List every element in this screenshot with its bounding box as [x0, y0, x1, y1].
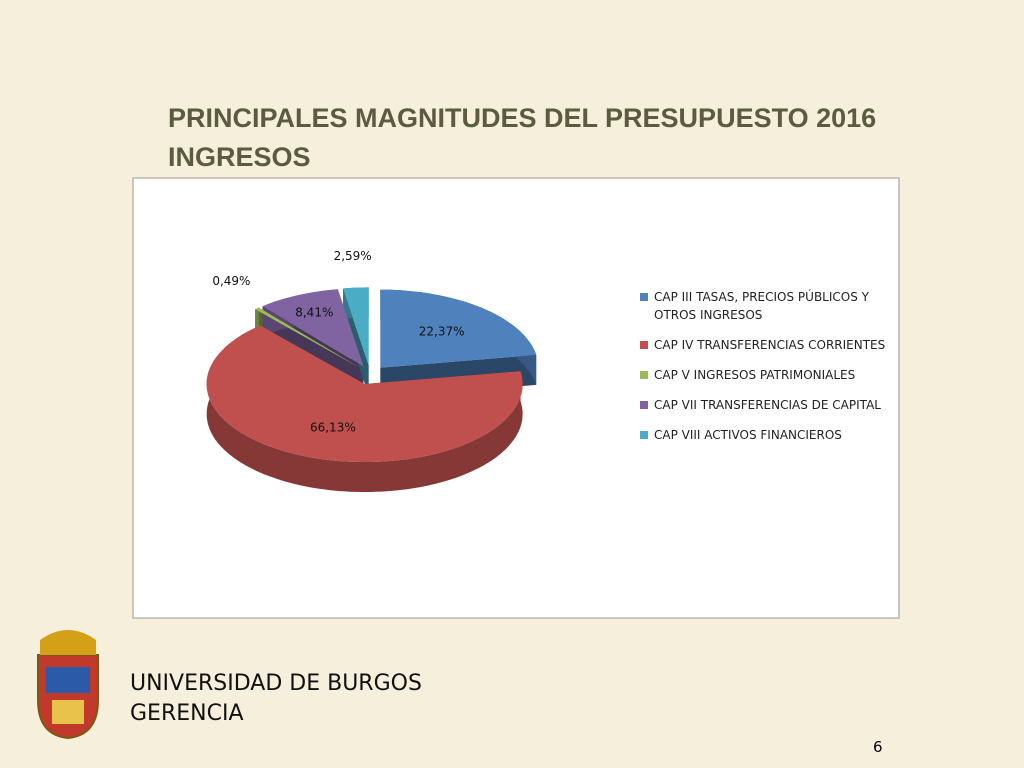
pie: 22,37% 66,13% 0,49% 8,41% 2,59%	[206, 249, 537, 492]
legend-swatch	[640, 293, 648, 301]
pie-slice	[255, 307, 360, 368]
legend-item: CAP VIII ACTIVOS FINANCIEROS	[640, 426, 890, 444]
slide-title: PRINCIPALES MAGNITUDES DEL PRESUPUESTO 2…	[168, 103, 876, 133]
legend-swatch	[640, 341, 648, 349]
legend-label: CAP III TASAS, PRECIOS PÚBLICOS Y OTROS …	[654, 290, 869, 322]
pie-slice	[343, 287, 369, 366]
legend-label: CAP V INGRESOS PATRIMONIALES	[654, 368, 856, 382]
legend-swatch	[640, 371, 648, 379]
pie-slice	[206, 325, 523, 462]
pie-slice	[380, 289, 537, 368]
legend-item: CAP IV TRANSFERENCIAS CORRIENTES	[640, 336, 890, 354]
footer-text: UNIVERSIDAD DE BURGOS	[130, 671, 422, 696]
footer-text: GERENCIA	[130, 701, 244, 726]
data-label: 22,37%	[419, 324, 465, 338]
legend-swatch	[640, 401, 648, 409]
slide-title: INGRESOS	[168, 142, 311, 172]
legend-item: CAP III TASAS, PRECIOS PÚBLICOS Y OTROS …	[640, 288, 890, 324]
legend-label: CAP IV TRANSFERENCIAS CORRIENTES	[654, 338, 886, 352]
pie-slice	[262, 289, 364, 367]
data-label: 0,49%	[212, 274, 250, 288]
crest	[37, 630, 99, 740]
page-number: 6	[873, 738, 883, 756]
legend: CAP III TASAS, PRECIOS PÚBLICOS Y OTROS …	[640, 288, 890, 456]
legend-item: CAP VII TRANSFERENCIAS DE CAPITAL	[640, 396, 890, 414]
data-label: 2,59%	[334, 249, 372, 263]
legend-label: CAP VIII ACTIVOS FINANCIEROS	[654, 428, 842, 442]
data-label: 8,41%	[295, 306, 333, 320]
legend-item: CAP V INGRESOS PATRIMONIALES	[640, 366, 890, 384]
legend-swatch	[640, 431, 648, 439]
data-label: 66,13%	[310, 421, 356, 435]
legend-label: CAP VII TRANSFERENCIAS DE CAPITAL	[654, 398, 881, 412]
